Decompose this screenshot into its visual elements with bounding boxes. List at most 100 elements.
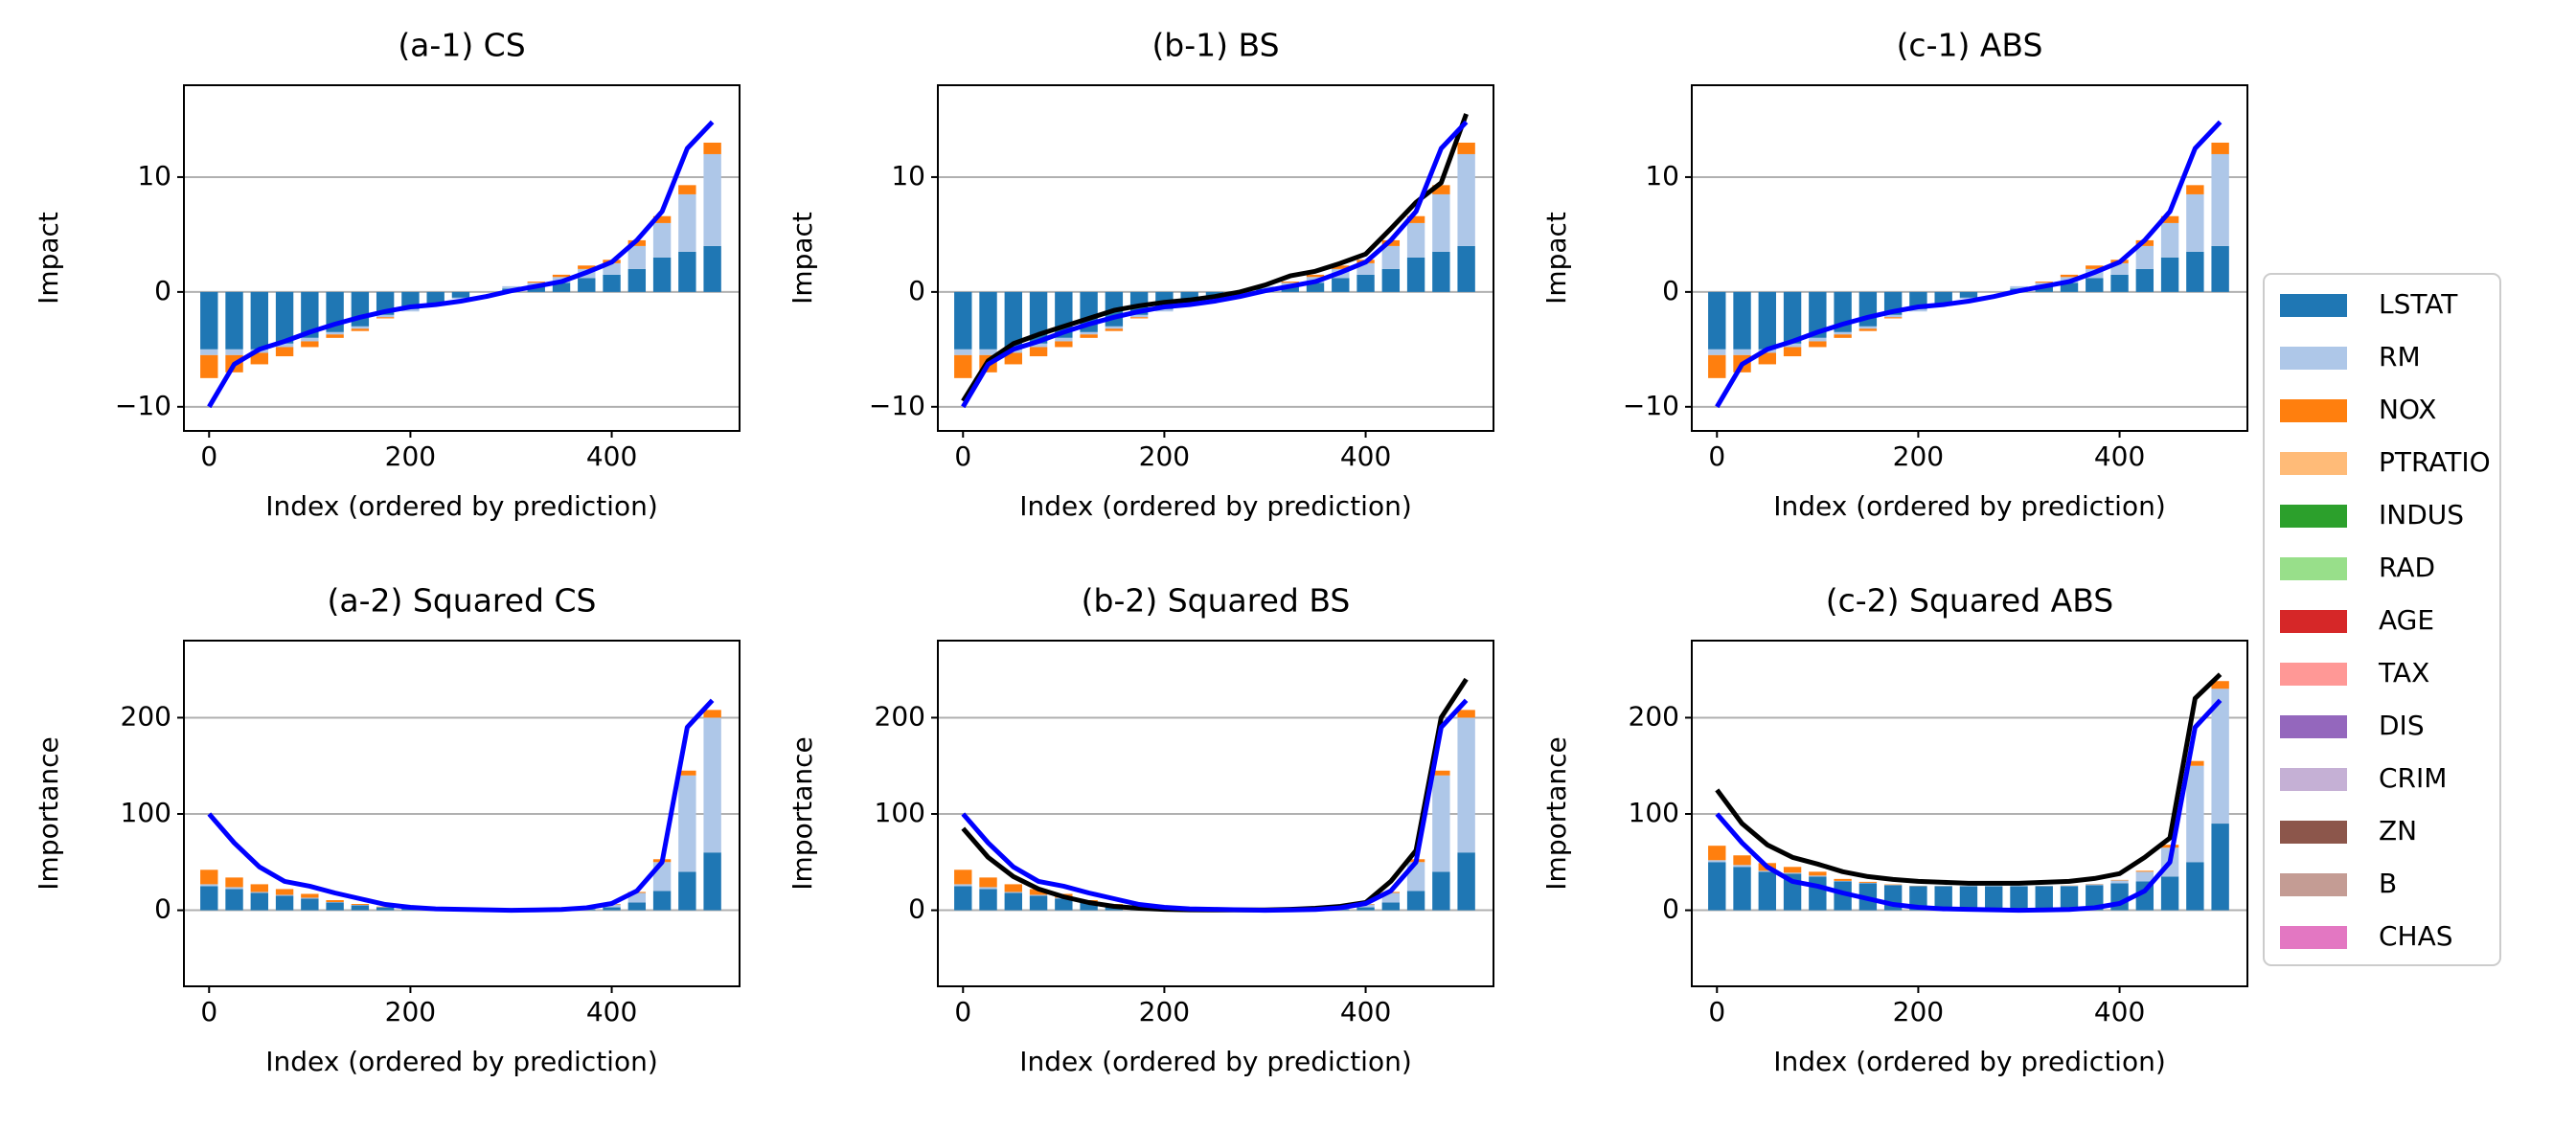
bar-segment bbox=[2086, 885, 2104, 911]
bar-segment bbox=[2135, 870, 2154, 872]
x-tick-label: 200 bbox=[1139, 440, 1190, 472]
legend-swatch bbox=[2280, 294, 2347, 317]
bar-segment bbox=[1909, 886, 1927, 911]
y-axis-label: Impact bbox=[33, 212, 64, 305]
line bbox=[961, 120, 1469, 409]
bar-segment bbox=[1356, 274, 1375, 292]
bar-segment bbox=[376, 314, 395, 318]
bar-segment bbox=[1783, 291, 1802, 344]
bar-segment bbox=[275, 889, 294, 895]
bar-segment bbox=[1029, 889, 1048, 895]
bar-segment bbox=[351, 905, 370, 906]
y-tick-label: 0 bbox=[154, 275, 171, 306]
y-tick-label: 100 bbox=[1629, 797, 1679, 828]
bar-segment bbox=[1783, 867, 1802, 873]
bar-segment bbox=[326, 900, 344, 903]
bar-segment bbox=[1883, 317, 1903, 319]
bar-segment bbox=[1432, 251, 1450, 292]
y-axis-label: Importance bbox=[33, 736, 64, 890]
bar-segment bbox=[200, 349, 218, 355]
bar-segment bbox=[979, 349, 997, 355]
y-tick-label: 0 bbox=[908, 893, 925, 925]
bar-segment bbox=[1004, 291, 1022, 350]
bar-segment bbox=[1883, 314, 1903, 318]
bar-segment bbox=[603, 274, 621, 292]
legend-swatch bbox=[2280, 663, 2347, 686]
y-tick-label: 100 bbox=[121, 797, 171, 828]
bar-segment bbox=[200, 354, 218, 378]
x-axis-label: Index (ordered by prediction) bbox=[1773, 490, 2166, 522]
bar-segment bbox=[1809, 291, 1827, 338]
bar-segment bbox=[678, 770, 696, 776]
y-tick-label: 10 bbox=[1645, 160, 1679, 192]
bar-segment bbox=[1432, 185, 1450, 194]
bar-segment bbox=[1457, 852, 1475, 911]
bar-segment bbox=[1858, 882, 1878, 884]
legend-label: ZN bbox=[2379, 815, 2417, 847]
bar-segment bbox=[1457, 717, 1475, 853]
legend-swatch bbox=[2280, 452, 2347, 475]
bar-segment bbox=[376, 907, 395, 911]
bar-segment bbox=[225, 349, 243, 355]
y-tick-label: 0 bbox=[908, 275, 925, 306]
legend-swatch bbox=[2280, 557, 2347, 580]
bar-segment bbox=[627, 245, 647, 269]
legend-label: B bbox=[2379, 868, 2397, 899]
axes-frame bbox=[1691, 84, 2248, 432]
bar-segment bbox=[1432, 871, 1450, 911]
bar-segment bbox=[351, 904, 370, 906]
x-tick-label: 0 bbox=[1708, 440, 1725, 472]
legend-label: DIS bbox=[2379, 710, 2425, 741]
bar-segment bbox=[1432, 770, 1450, 776]
bar-segment bbox=[225, 877, 243, 888]
bar-segment bbox=[1129, 314, 1149, 318]
bar-segment bbox=[1004, 884, 1022, 892]
bar-segment bbox=[678, 185, 696, 194]
bar-segment bbox=[2010, 285, 2028, 289]
bar-segment bbox=[275, 347, 294, 357]
bar-segment bbox=[1457, 710, 1475, 718]
bar-segment bbox=[326, 334, 344, 338]
legend-swatch bbox=[2280, 873, 2347, 896]
bar-segment bbox=[1406, 257, 1425, 292]
bar-segment bbox=[2110, 879, 2129, 881]
y-axis-label: Importance bbox=[1540, 736, 1572, 890]
x-tick-label: 0 bbox=[954, 440, 971, 472]
line bbox=[961, 698, 1469, 914]
bar-segment bbox=[2060, 274, 2079, 278]
bar-segment bbox=[1708, 354, 1726, 378]
bar-segment bbox=[1155, 308, 1174, 312]
bar-segment bbox=[1858, 328, 1878, 331]
bar-segment bbox=[2086, 265, 2104, 269]
bar-segment bbox=[652, 257, 672, 292]
bar-segment bbox=[1029, 347, 1048, 357]
bar-segment bbox=[1457, 245, 1475, 292]
legend-label: INDUS bbox=[2379, 499, 2464, 531]
bar-segment bbox=[2135, 245, 2154, 269]
bar-segment bbox=[703, 142, 721, 154]
bar-segment bbox=[1708, 846, 1726, 861]
bar-segment bbox=[1055, 898, 1073, 911]
bar-segment bbox=[979, 889, 997, 911]
bar-segment bbox=[301, 893, 319, 898]
bar-segment bbox=[1105, 328, 1124, 331]
bar-segment bbox=[301, 898, 319, 911]
bar-segment bbox=[954, 869, 972, 885]
bar-segment bbox=[1080, 902, 1098, 911]
bar-segment bbox=[1381, 892, 1401, 903]
bar-segment bbox=[1332, 278, 1350, 292]
bar-segment bbox=[1783, 343, 1802, 348]
bar-segment bbox=[1306, 282, 1325, 292]
bar-segment bbox=[200, 886, 218, 911]
bar-segment bbox=[2211, 153, 2229, 246]
legend-label: AGE bbox=[2379, 604, 2434, 636]
bar-segment bbox=[451, 291, 470, 298]
bar-segment bbox=[652, 891, 672, 911]
bar-segment bbox=[1129, 317, 1149, 319]
bar-segment bbox=[200, 869, 218, 885]
line bbox=[961, 677, 1469, 913]
x-tick-label: 200 bbox=[1139, 996, 1190, 1027]
bar-segment bbox=[1004, 352, 1022, 365]
line bbox=[207, 120, 715, 409]
bar-segment bbox=[1080, 331, 1098, 335]
